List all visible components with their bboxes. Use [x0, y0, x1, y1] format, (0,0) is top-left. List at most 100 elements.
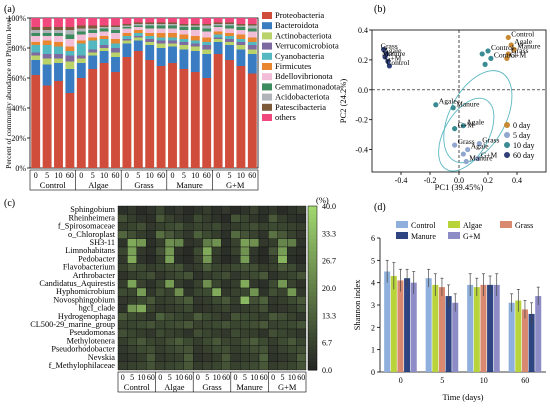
stacked-bar-segment: [190, 46, 200, 51]
stacked-bar-segment: [213, 24, 223, 26]
heatmap-cell: [164, 345, 175, 354]
stacked-bar-segment: [42, 45, 52, 54]
heatmap-cell: [183, 263, 194, 272]
heatmap-cell: [192, 222, 203, 231]
scatter-point: [460, 123, 466, 129]
heatmap-cell: [136, 263, 147, 272]
heatmap-cell: [127, 222, 138, 231]
heatmap-cell: [164, 312, 175, 322]
x-tick-label-day: 60: [248, 171, 256, 180]
y-tick-label: -0.2: [355, 116, 368, 125]
legend-label: Cyanobacteria: [275, 51, 324, 61]
heatmap-cell: [174, 222, 184, 231]
legend-marker: [504, 132, 510, 138]
bar: [521, 309, 528, 372]
stacked-bar-segment: [42, 85, 52, 168]
stacked-bar-segment: [145, 36, 155, 39]
colorbar-step: [308, 279, 317, 285]
heatmap-cell: [192, 320, 203, 330]
heatmap-cell: [164, 263, 175, 272]
heatmap-cell: [268, 213, 278, 223]
heatmap-cell: [202, 263, 213, 272]
stacked-bar-segment: [31, 36, 41, 42]
bar: [410, 282, 417, 372]
stacked-bar-segment: [54, 27, 63, 30]
colorbar-step: [308, 316, 317, 322]
heatmap-cell: [221, 328, 231, 338]
point-label: Control: [511, 29, 534, 38]
heatmap-cell: [192, 279, 203, 289]
heatmap-cell: [145, 287, 156, 297]
heatmap-cell: [136, 246, 147, 256]
y-tick-label: -0.4: [355, 146, 368, 155]
stacked-bar-segment: [88, 52, 98, 56]
stacked-bar-segment: [190, 43, 200, 47]
x-group-label: G+M: [278, 382, 297, 392]
panel-label: (c): [4, 198, 15, 209]
heatmap-cell: [221, 353, 231, 363]
stacked-bar-segment: [31, 33, 41, 36]
heatmap-cell: [221, 337, 231, 346]
heatmap-cell: [155, 246, 166, 256]
heatmap-cell: [268, 254, 278, 264]
colorbar-step: [308, 283, 317, 289]
colorbar-tick-label: 13.3: [322, 311, 336, 320]
heatmap-cell: [239, 337, 250, 346]
row-label: Arthrobacter: [73, 271, 116, 280]
colorbar-tick-label: 0.0: [322, 366, 332, 375]
heatmap-cell: [258, 328, 269, 338]
bar: [404, 278, 411, 372]
x-tick-label-day: 5: [228, 171, 232, 180]
heatmap-cell: [296, 279, 307, 289]
stacked-bar-segment: [156, 33, 166, 38]
legend-label: Verrucomicrobiota: [275, 41, 339, 51]
heatmap-cell: [239, 222, 250, 231]
stacked-bar-segment: [247, 25, 257, 29]
heatmap-cell: [192, 287, 203, 297]
heatmap-cell: [136, 254, 147, 264]
heatmap-cell: [202, 320, 213, 330]
heatmap-cell: [258, 304, 269, 313]
stacked-bar-segment: [247, 37, 257, 42]
x-axis-group-box: [117, 371, 307, 393]
heatmap-cell: [164, 361, 175, 371]
stacked-bar-segment: [133, 51, 143, 168]
stacked-bar-segment: [247, 24, 257, 26]
heatmap-cell: [127, 345, 138, 354]
heatmap-cell: [174, 296, 184, 305]
heatmap-cell: [117, 205, 128, 215]
x-tick-label-day: 10: [250, 373, 258, 382]
heatmap-cell: [145, 296, 156, 305]
heatmap-cell: [277, 328, 288, 338]
heatmap-cell: [145, 328, 156, 338]
heatmap-cell: [249, 230, 260, 240]
heatmap-cell: [268, 345, 278, 354]
heatmap-cell: [249, 353, 260, 363]
stacked-bar-segment: [145, 33, 155, 36]
heatmap-cell: [287, 279, 297, 289]
heatmap-cell: [230, 361, 241, 371]
stacked-bar-segment: [202, 78, 212, 168]
heatmap-cell: [249, 263, 260, 272]
point-label: Manure: [456, 100, 480, 109]
stacked-bar-segment: [65, 51, 75, 56]
x-tick-label: 0.4: [512, 176, 522, 185]
stacked-bar-segment: [88, 33, 98, 38]
point-label: Agale: [439, 97, 458, 106]
heatmap-cell: [183, 345, 194, 354]
x-tick-label-day: 10: [191, 171, 199, 180]
heatmap-cell: [230, 296, 241, 305]
heatmap-cell: [249, 312, 260, 322]
heatmap-cell: [249, 337, 260, 346]
stacked-bar-segment: [156, 18, 166, 23]
x-tick-label-day: 5: [168, 373, 172, 382]
point-label: Grass: [511, 46, 528, 55]
heatmap-cell: [268, 353, 278, 363]
scatter-point: [450, 105, 456, 111]
stacked-bar-segment: [65, 18, 75, 27]
heatmap-cell: [155, 205, 166, 215]
heatmap-cell: [211, 238, 222, 248]
heatmap-cell: [268, 296, 278, 305]
colorbar-frame: [307, 205, 318, 371]
heatmap-cell: [249, 320, 260, 330]
